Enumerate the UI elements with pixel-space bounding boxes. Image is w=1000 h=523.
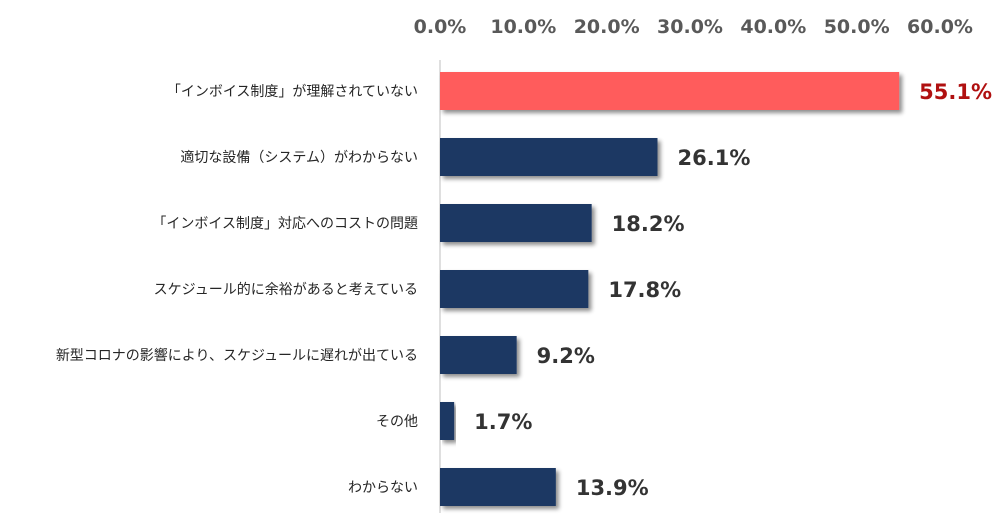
x-tick-label: 0.0% [414, 16, 467, 38]
value-label: 13.9% [576, 476, 649, 500]
x-tick-label: 60.0% [907, 16, 973, 38]
bars: 「インボイス制度」が理解されていない 55.1% 適切な設備（システム）がわからない… [56, 72, 992, 506]
value-label: 55.1% [919, 80, 992, 104]
bar [440, 204, 592, 242]
value-label: 17.8% [608, 278, 681, 302]
x-tick-label: 30.0% [657, 16, 723, 38]
category-label: 新型コロナの影響により、スケジュールに遅れが出ている [56, 347, 418, 364]
category-label: スケジュール的に余裕があると考えている [154, 281, 418, 298]
bar-highlight [440, 72, 900, 110]
category-label: 「インボイス制度」が理解されていない [167, 84, 418, 100]
bar [440, 336, 517, 374]
bar [440, 270, 589, 308]
x-tick-label: 10.0% [490, 16, 556, 38]
bar [440, 402, 455, 440]
bar [440, 468, 556, 506]
x-axis-ticks: 0.0% 10.0% 20.0% 30.0% 40.0% 50.0% 60.0% [414, 16, 973, 38]
category-label: わからない [348, 480, 418, 496]
category-label: その他 [376, 414, 418, 430]
category-label: 「インボイス制度」対応へのコストの問題 [152, 216, 418, 232]
value-label: 26.1% [678, 146, 751, 170]
x-tick-label: 20.0% [574, 16, 640, 38]
value-label: 1.7% [474, 410, 532, 434]
bar [440, 138, 658, 176]
x-tick-label: 40.0% [740, 16, 806, 38]
category-label: 適切な設備（システム）がわからない [180, 149, 418, 166]
value-label: 18.2% [612, 212, 685, 236]
x-tick-label: 50.0% [824, 16, 890, 38]
value-label: 9.2% [537, 344, 595, 368]
